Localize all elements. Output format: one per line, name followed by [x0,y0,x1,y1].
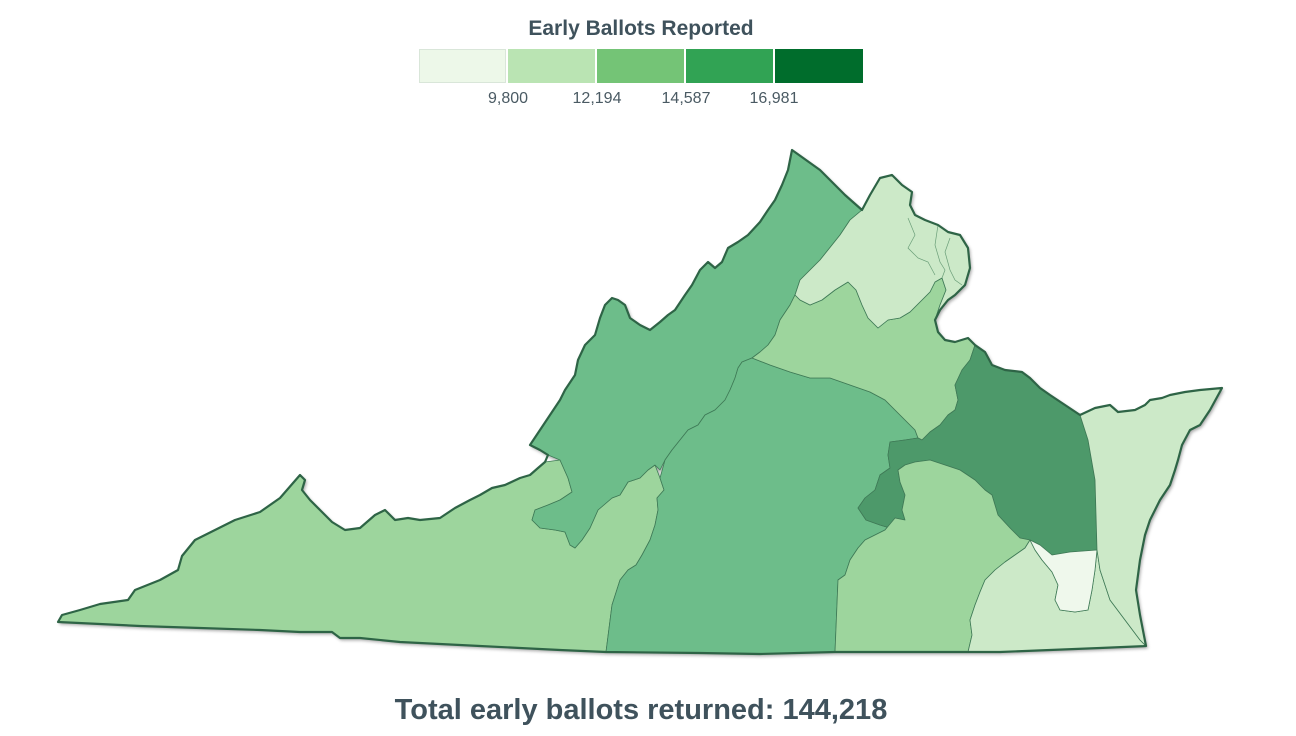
legend-color-bar [419,49,863,83]
total-early-ballots: Total early ballots returned: 144,218 [394,694,888,726]
legend-tick-3: 14,587 [661,90,711,107]
state-outline [56,148,1224,656]
legend-swatch-1 [419,49,506,83]
region-norfolk[interactable] [1029,539,1098,613]
legend-tick-4: 16,981 [749,90,799,107]
legend-swatch-2 [508,49,595,83]
legend-tick-1: 9,800 [487,90,529,107]
legend-tick-2: 12,194 [572,90,622,107]
legend-swatch-4 [686,49,773,83]
legend-swatch-5 [775,49,863,83]
legend-title: Early Ballots Reported [528,17,754,40]
legend-swatch-3 [597,49,684,83]
